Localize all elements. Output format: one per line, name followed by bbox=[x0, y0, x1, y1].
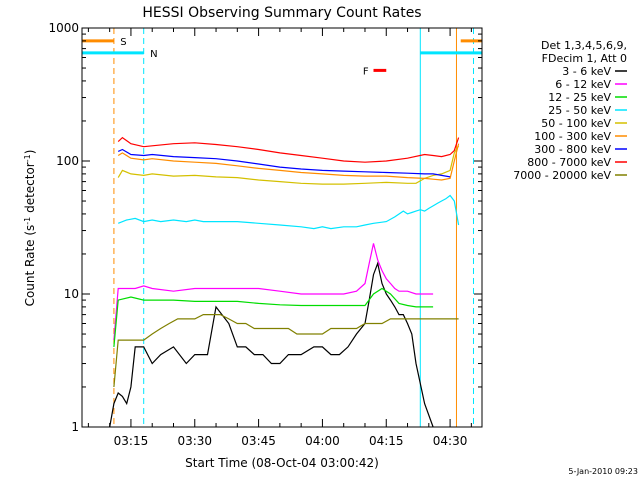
series-line-7 bbox=[117, 136, 460, 163]
timestamp: 5-Jan-2010 09:23 bbox=[568, 467, 638, 476]
y-axis-label: Count Rate (s-1 detector-1) bbox=[23, 150, 38, 307]
series-line-6 bbox=[117, 148, 451, 178]
chart-title: HESSI Observing Summary Count Rates bbox=[142, 5, 421, 21]
legend-header: FDecim 1, Att 0 bbox=[542, 52, 627, 65]
series-line-5 bbox=[117, 143, 460, 181]
legend: Det 1,3,4,5,6,9,FDecim 1, Att 03 - 6 keV… bbox=[513, 39, 627, 182]
series-line-1 bbox=[113, 243, 434, 341]
legend-entry-label: 25 - 50 keV bbox=[548, 104, 611, 117]
y-tick-label: 10 bbox=[64, 287, 79, 301]
x-tick-label: 03:45 bbox=[241, 434, 276, 448]
series-line-8 bbox=[113, 314, 459, 388]
legend-entry-label: 50 - 100 keV bbox=[541, 117, 611, 130]
legend-entry-label: 3 - 6 keV bbox=[562, 65, 611, 78]
legend-entry-label: 12 - 25 keV bbox=[548, 91, 611, 104]
x-tick-label: 04:15 bbox=[369, 434, 404, 448]
annotation-markers: S N F bbox=[82, 28, 482, 427]
legend-entry-label: 800 - 7000 keV bbox=[527, 156, 611, 169]
x-tick-label: 04:30 bbox=[433, 434, 468, 448]
legend-entry-label: 6 - 12 keV bbox=[555, 78, 611, 91]
y-tick-label: 1000 bbox=[48, 21, 79, 35]
y-axis-label-mid: detector bbox=[23, 162, 37, 217]
x-axis-label: Start Time (08-Oct-04 03:00:42) bbox=[185, 456, 379, 470]
plot-frame bbox=[81, 27, 483, 428]
y-axis-label-sup2: -1 bbox=[23, 154, 32, 162]
series-line-3 bbox=[117, 194, 460, 230]
y-tick-label: 1 bbox=[71, 420, 79, 434]
series-line-2 bbox=[113, 287, 434, 347]
saa-label: S bbox=[120, 37, 126, 48]
night-label: N bbox=[150, 49, 157, 60]
y-tick-label: 100 bbox=[56, 154, 79, 168]
x-tick-label: 04:00 bbox=[305, 434, 340, 448]
legend-entry-label: 100 - 300 keV bbox=[534, 130, 611, 143]
axis-ticks: 1 10 100 1000 03:15 03:30 03:45 04:00 04:15 04:30 bbox=[48, 21, 482, 448]
legend-entry-label: 7000 - 20000 keV bbox=[513, 169, 611, 182]
legend-entry-label: 300 - 800 keV bbox=[534, 143, 611, 156]
plot-area: S N F 1 10 100 1000 03:15 03:30 03:45 04:00 04:15 0… bbox=[48, 21, 483, 448]
legend-header: Det 1,3,4,5,6,9, bbox=[541, 39, 627, 52]
y-axis-label-end: ) bbox=[23, 150, 37, 155]
series-layer bbox=[109, 136, 460, 428]
series-line-0 bbox=[109, 261, 434, 428]
x-tick-label: 03:30 bbox=[177, 434, 212, 448]
y-axis-label-sup1: -1 bbox=[23, 217, 32, 225]
y-axis-label-main: Count Rate (s bbox=[23, 225, 37, 307]
series-line-4 bbox=[117, 145, 460, 185]
x-tick-label: 03:15 bbox=[114, 434, 149, 448]
flare-label: F bbox=[363, 66, 369, 77]
